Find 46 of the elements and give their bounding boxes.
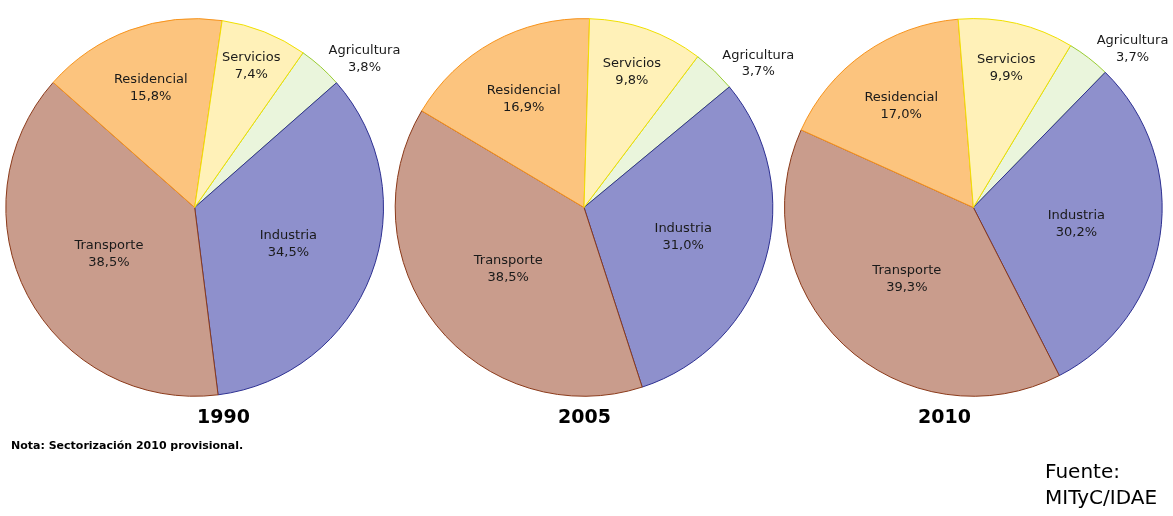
data-label: 31,0%: [662, 237, 704, 253]
data-label: 3,7%: [741, 63, 775, 79]
slice-label: Agricultura: [1096, 32, 1169, 47]
pie-slice: [52, 18, 223, 208]
text: Nota: Sectorización 2010 provisional.: [11, 439, 244, 452]
slice-label: Servicios: [222, 48, 281, 64]
slice-label: Industria: [259, 227, 318, 243]
data-label: 3,8%: [347, 58, 381, 74]
data-label: 34,5%: [267, 243, 310, 259]
slice-label: Residencial: [864, 89, 939, 105]
data-label: 38,5%: [88, 253, 130, 269]
text: 2005: [558, 405, 611, 427]
pie-slice: [394, 110, 643, 397]
data-label: 9,8%: [615, 71, 649, 87]
slice-label: Transporte: [472, 252, 543, 268]
text: 2010: [918, 405, 971, 427]
slice-label: Industria: [1047, 207, 1106, 223]
data-label: 7,4%: [234, 65, 268, 81]
slice-label: Transporte: [73, 237, 144, 253]
pie-slice: [5, 81, 219, 397]
pie-slice: [194, 20, 304, 208]
data-label: 15,8%: [130, 88, 172, 104]
pie-slice: [421, 18, 591, 208]
data-label: 39,3%: [886, 278, 928, 294]
slice-label: Residencial: [113, 71, 188, 87]
slice-label: Agricultura: [328, 41, 401, 57]
data-label: 17,0%: [880, 106, 922, 122]
pie-slice: [972, 71, 1163, 377]
pie-slice: [583, 86, 774, 388]
slice-label: Industria: [654, 220, 712, 236]
pie-slice: [800, 18, 974, 208]
data-label: 38,5%: [487, 269, 529, 285]
data-label: 9,9%: [989, 67, 1023, 83]
slice-label: Servicios: [602, 54, 662, 70]
pie-slice: [194, 82, 384, 396]
slice-label: Transporte: [871, 261, 942, 277]
data-label: 3,7%: [1116, 48, 1150, 64]
data-label: 16,9%: [503, 98, 545, 114]
slice-label: Residencial: [486, 81, 561, 97]
slice-label: Servicios: [977, 50, 1036, 66]
text: 1990: [197, 405, 250, 427]
pie-slice: [957, 18, 1072, 208]
data-label: 30,2%: [1055, 224, 1098, 239]
source-note: Fuente: MITyC/IDAE: [1045, 459, 1158, 509]
slice-label: Agricultura: [722, 46, 795, 62]
pie-slice: [583, 18, 699, 208]
